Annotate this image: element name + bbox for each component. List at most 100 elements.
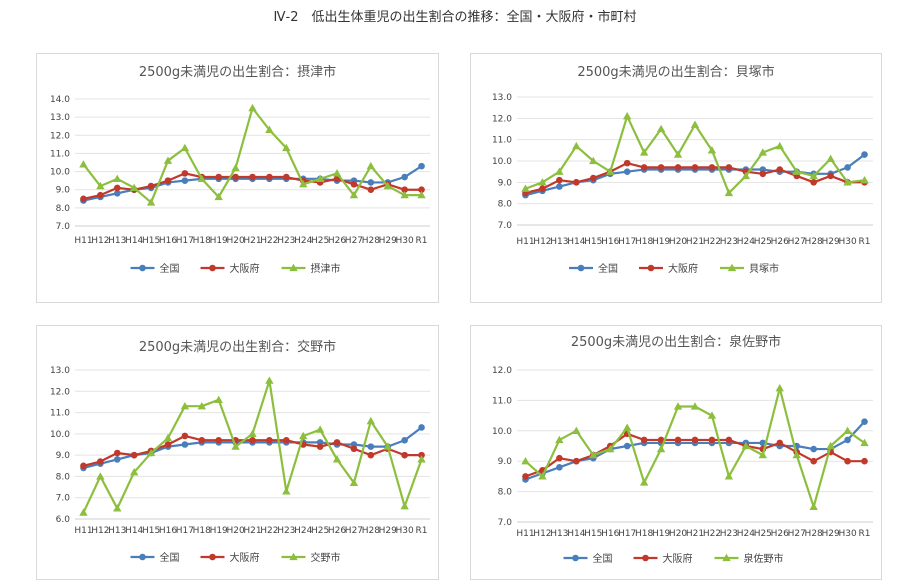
data-point bbox=[180, 401, 190, 410]
chart-panel-izumisano: 2500g未満児の出生割合：泉佐野市 7.0 8.0 9.0 10.0 11.0 12.0 H… bbox=[470, 325, 882, 580]
x-tick-label: H21 bbox=[686, 237, 704, 247]
data-point bbox=[231, 442, 240, 450]
data-point bbox=[656, 444, 666, 453]
data-point bbox=[350, 180, 358, 188]
data-point bbox=[809, 502, 818, 510]
x-tick-label: H16 bbox=[159, 236, 177, 246]
data-point bbox=[861, 457, 868, 465]
x-tick-label: H20 bbox=[226, 526, 244, 536]
y-tick-label: 8.0 bbox=[498, 488, 513, 498]
x-tick-label: H19 bbox=[652, 529, 670, 539]
legend-label: 貝塚市 bbox=[749, 262, 779, 275]
y-tick-label: 8.0 bbox=[498, 200, 513, 210]
y-tick-label: 9.0 bbox=[498, 457, 513, 467]
data-point bbox=[349, 478, 359, 486]
data-point bbox=[556, 183, 563, 190]
data-point bbox=[555, 167, 564, 175]
x-tick-label: H15 bbox=[142, 236, 160, 246]
x-tick-label: H11 bbox=[516, 237, 534, 247]
data-point bbox=[181, 177, 189, 184]
legend-marker bbox=[209, 264, 216, 272]
data-point bbox=[556, 454, 563, 462]
legend-label: 全国 bbox=[160, 262, 180, 275]
data-point bbox=[181, 170, 189, 177]
data-point bbox=[366, 161, 376, 170]
data-point bbox=[181, 441, 189, 448]
data-point bbox=[573, 457, 580, 465]
x-tick-label: H16 bbox=[601, 529, 619, 539]
data-point bbox=[283, 436, 290, 444]
data-point bbox=[690, 402, 700, 410]
data-point bbox=[332, 455, 342, 463]
chart-svg: 2500g未満児の出生割合：摂津市 7.0 8.0 9.0 10.0 11.0 12.0 13… bbox=[50, 64, 430, 275]
y-tick-label: 7.0 bbox=[498, 221, 513, 231]
x-tick-label: H23 bbox=[720, 237, 738, 247]
data-point bbox=[367, 451, 375, 459]
x-tick-label: R1 bbox=[416, 236, 428, 246]
data-point bbox=[589, 174, 597, 182]
data-point bbox=[248, 103, 257, 112]
data-point bbox=[657, 164, 665, 171]
x-tick-label: H20 bbox=[669, 237, 687, 247]
x-tick-label: H15 bbox=[584, 529, 602, 539]
y-tick-label: 11.0 bbox=[50, 409, 70, 419]
x-tick-label: H24 bbox=[294, 236, 312, 246]
legend-item: 大阪府 bbox=[633, 552, 693, 565]
data-point bbox=[315, 425, 325, 433]
legend-label: 摂津市 bbox=[311, 262, 341, 275]
x-tick-label: H18 bbox=[635, 529, 653, 539]
x-tick-label: H26 bbox=[328, 236, 346, 246]
x-tick-label: H29 bbox=[822, 237, 840, 247]
x-tick-label: H24 bbox=[294, 526, 312, 536]
x-tick-label: H27 bbox=[345, 526, 363, 536]
data-point bbox=[163, 433, 173, 442]
x-tick-label: H12 bbox=[533, 237, 551, 247]
x-tick-label: H28 bbox=[362, 526, 380, 536]
data-point bbox=[539, 185, 546, 193]
x-tick-label: H17 bbox=[618, 529, 636, 539]
chart-title: 2500g未満児の出生割合：交野市 bbox=[139, 339, 336, 355]
x-tick-label: H22 bbox=[703, 529, 721, 539]
data-point bbox=[249, 436, 256, 444]
data-point bbox=[113, 184, 121, 192]
data-point bbox=[741, 171, 751, 180]
x-tick-label: H11 bbox=[74, 236, 92, 246]
data-point bbox=[758, 148, 768, 156]
y-tick-label: 12.0 bbox=[492, 114, 512, 124]
y-tick-label: 11.0 bbox=[50, 149, 70, 159]
y-tick-label: 8.0 bbox=[56, 472, 71, 482]
x-tick-label: H22 bbox=[260, 526, 278, 536]
data-point bbox=[299, 431, 308, 440]
x-tick-label: R1 bbox=[859, 237, 871, 247]
data-point bbox=[265, 125, 274, 133]
data-point bbox=[265, 376, 274, 384]
x-tick-label: H15 bbox=[142, 526, 160, 536]
x-tick-label: H25 bbox=[311, 236, 329, 246]
data-point bbox=[130, 451, 138, 459]
y-tick-label: 7.0 bbox=[56, 222, 71, 232]
data-point bbox=[146, 448, 156, 457]
x-tick-label: H22 bbox=[703, 237, 721, 247]
data-point bbox=[316, 443, 324, 450]
legend-item: 全国 bbox=[130, 551, 180, 564]
data-point bbox=[708, 164, 716, 171]
series-city bbox=[521, 112, 869, 197]
data-point bbox=[573, 179, 580, 186]
legend-label: 大阪府 bbox=[230, 551, 260, 564]
data-point bbox=[639, 148, 649, 156]
data-point bbox=[589, 450, 598, 459]
data-point bbox=[606, 167, 615, 175]
data-point bbox=[792, 450, 801, 459]
data-point bbox=[691, 164, 699, 171]
x-tick-label: H12 bbox=[533, 529, 551, 539]
series-osaka bbox=[80, 432, 425, 470]
legend-label: 全国 bbox=[593, 552, 613, 565]
x-tick-label: H12 bbox=[91, 526, 109, 536]
x-tick-label: H29 bbox=[379, 236, 397, 246]
legend-marker bbox=[139, 553, 146, 561]
data-point bbox=[401, 173, 408, 181]
data-point bbox=[522, 473, 529, 480]
legend-label: 大阪府 bbox=[668, 262, 698, 275]
data-point bbox=[401, 436, 408, 444]
data-point bbox=[775, 141, 784, 150]
